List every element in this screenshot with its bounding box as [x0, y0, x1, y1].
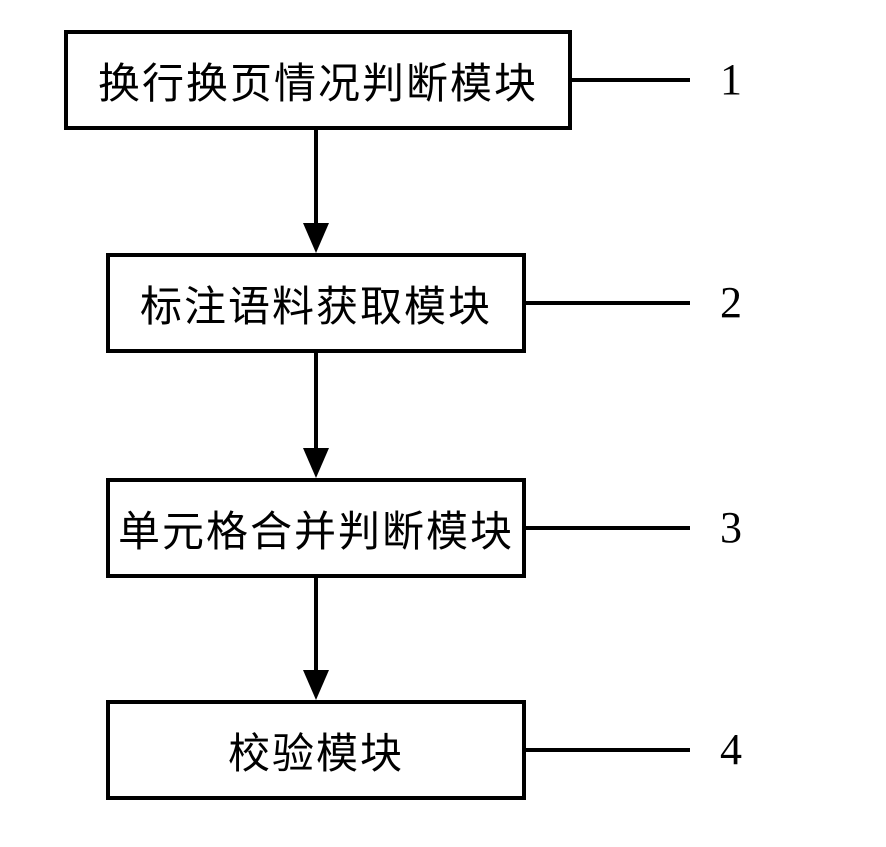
flowchart-node: 标注语料获取模块 — [106, 253, 526, 353]
arrow-head-icon — [303, 448, 329, 478]
flowchart-node: 校验模块 — [106, 700, 526, 800]
node-number-label: 2 — [720, 276, 742, 329]
arrow-head-icon — [303, 223, 329, 253]
arrow-head-icon — [303, 670, 329, 700]
flowchart-node: 单元格合并判断模块 — [106, 478, 526, 578]
flowchart-stage: 换行换页情况判断模块 1 标注语料获取模块 2 单元格合并判断模块 3 校验模块 4 — [0, 0, 886, 847]
node-number-label: 3 — [720, 501, 742, 554]
flowchart-node: 换行换页情况判断模块 — [64, 30, 572, 130]
node-number-label: 4 — [720, 723, 742, 776]
node-number-label: 1 — [720, 53, 742, 106]
